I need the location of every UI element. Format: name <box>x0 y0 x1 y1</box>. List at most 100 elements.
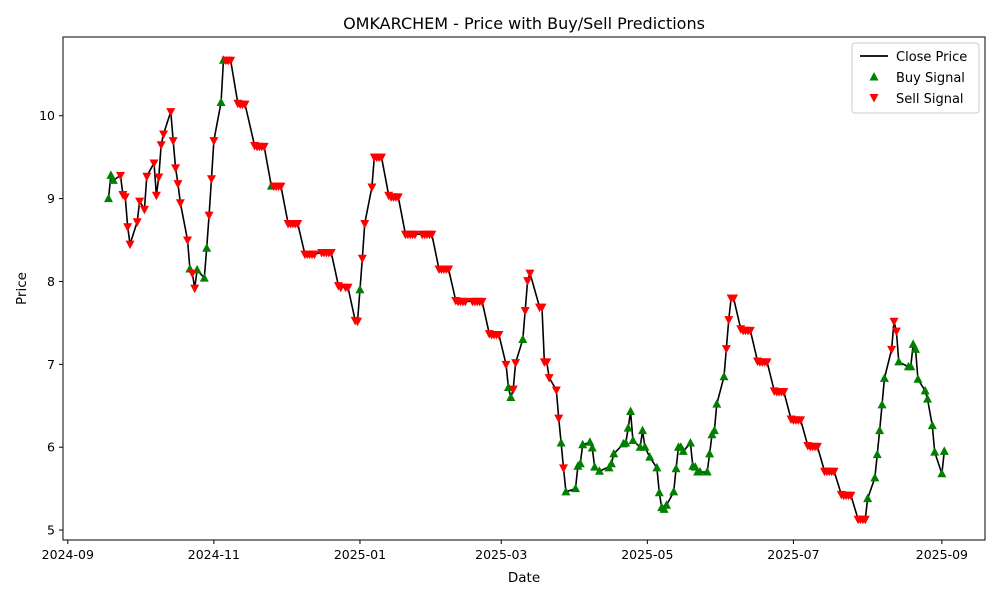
x-tick-label: 2025-01 <box>334 547 386 562</box>
buy-signal-marker <box>594 466 604 475</box>
buy-signal-marker <box>877 399 887 409</box>
sell-signal-marker <box>523 277 533 286</box>
buy-signal-marker <box>879 373 889 382</box>
buy-signal-marker <box>621 438 631 447</box>
buy-signal-marker <box>640 442 650 451</box>
sell-signal-marker <box>132 218 142 227</box>
sell-signal-marker <box>829 467 839 477</box>
buy-signal-marker <box>695 467 705 476</box>
y-tick-label: 6 <box>47 440 55 455</box>
buy-signal-marker <box>906 361 916 371</box>
buy-signal-marker <box>923 394 933 403</box>
buy-signal-marker <box>628 435 638 445</box>
sell-signal-marker <box>520 306 530 316</box>
sell-signal-marker <box>525 269 535 279</box>
sell-signal-marker <box>846 491 856 501</box>
sell-signal-marker <box>309 250 319 260</box>
sell-signal-marker <box>745 326 755 336</box>
buy-signal-marker <box>216 97 226 106</box>
buy-signal-marker <box>870 472 880 482</box>
chart-title: OMKARCHEM - Price with Buy/Sell Predicti… <box>343 14 705 33</box>
buy-signal-marker <box>638 425 648 435</box>
buy-signal-marker <box>709 425 719 435</box>
sell-signal-marker <box>353 317 363 327</box>
sell-signal-marker <box>173 180 183 189</box>
sell-signal-marker <box>293 219 303 229</box>
x-axis-label: Date <box>508 570 540 586</box>
buy-signal-marker <box>920 385 930 395</box>
sell-signal-marker <box>460 297 470 307</box>
sell-signal-marker <box>343 283 353 293</box>
sell-signal-marker <box>123 223 133 232</box>
buy-signal-marker <box>575 458 585 468</box>
sell-signal-marker <box>120 193 130 202</box>
buy-signal-marker <box>930 447 940 456</box>
buy-signal-marker <box>661 500 671 509</box>
sell-signal-marker <box>139 205 149 215</box>
buy-signal-marker <box>609 448 619 458</box>
y-tick-label: 5 <box>47 523 55 538</box>
sell-signal-marker <box>209 137 219 146</box>
buy-signal-marker <box>863 493 873 503</box>
sell-signal-marker <box>724 316 734 325</box>
buy-signal-marker <box>678 446 688 455</box>
plot-frame <box>62 36 986 541</box>
sell-signal-marker <box>537 303 547 313</box>
sell-signal-marker <box>860 515 870 525</box>
sell-signal-marker <box>187 269 197 279</box>
sell-signal-marker <box>377 153 387 163</box>
sell-signal-marker <box>501 360 511 370</box>
sell-signal-marker <box>544 374 554 383</box>
legend: Close Price Buy Signal Sell Signal <box>851 42 980 114</box>
sell-signal-marker <box>125 240 135 250</box>
sell-signal-marker <box>159 130 169 139</box>
buy-signal-marker <box>872 449 882 459</box>
close-price-line <box>107 59 946 521</box>
sell-signal-marker <box>259 142 269 152</box>
sell-signal-marker <box>142 172 152 182</box>
sell-signal-marker <box>508 385 518 395</box>
buy-signal-marker <box>669 486 679 496</box>
buy-signal-marker <box>556 438 566 447</box>
buy-signal-marker <box>671 463 681 473</box>
sell-signal-marker <box>226 56 236 66</box>
sell-signal-marker <box>887 345 897 355</box>
y-axis-label: Price <box>14 272 30 305</box>
buy-signal-marker <box>894 356 904 366</box>
sell-signal-marker <box>477 297 487 307</box>
buy-signal-marker <box>518 334 528 343</box>
sell-signal-marker <box>149 159 159 168</box>
buy-signal-marker <box>913 374 923 383</box>
sell-signal-marker <box>393 193 403 202</box>
buy-signal-marker <box>626 406 636 416</box>
sell-signal-marker <box>151 191 161 201</box>
sell-signal-marker <box>721 345 731 354</box>
sell-signal-marker <box>154 173 164 183</box>
sell-signal-marker <box>367 183 377 192</box>
sell-signal-marker <box>183 236 193 246</box>
x-tick-label: 2025-09 <box>916 547 968 562</box>
buy-signal-marker <box>570 483 580 493</box>
sell-signal-marker <box>175 199 185 208</box>
sell-signal-marker <box>276 182 286 192</box>
plot-area <box>104 55 949 525</box>
x-tick-label: 2024-11 <box>188 547 240 562</box>
sell-signal-marker <box>511 359 521 368</box>
sell-signal-marker <box>444 265 454 275</box>
buy-signal-marker <box>875 425 885 435</box>
sell-signal-marker <box>240 100 250 110</box>
legend-sell-label: Sell Signal <box>896 92 964 107</box>
sell-signal-marker <box>812 442 822 452</box>
sell-signal-marker <box>135 197 145 207</box>
buy-signal-marker <box>654 487 664 497</box>
buy-signal-marker <box>623 423 633 432</box>
buy-signal-marker <box>702 467 712 476</box>
buy-signal-marker <box>937 468 947 478</box>
sell-signal-marker <box>762 358 772 367</box>
x-tick-label: 2024-09 <box>42 547 94 562</box>
buy-signal-marker <box>202 243 212 252</box>
sell-signal-marker <box>889 317 899 327</box>
sell-signal-marker <box>554 414 564 424</box>
sell-signal-marker <box>779 388 789 397</box>
